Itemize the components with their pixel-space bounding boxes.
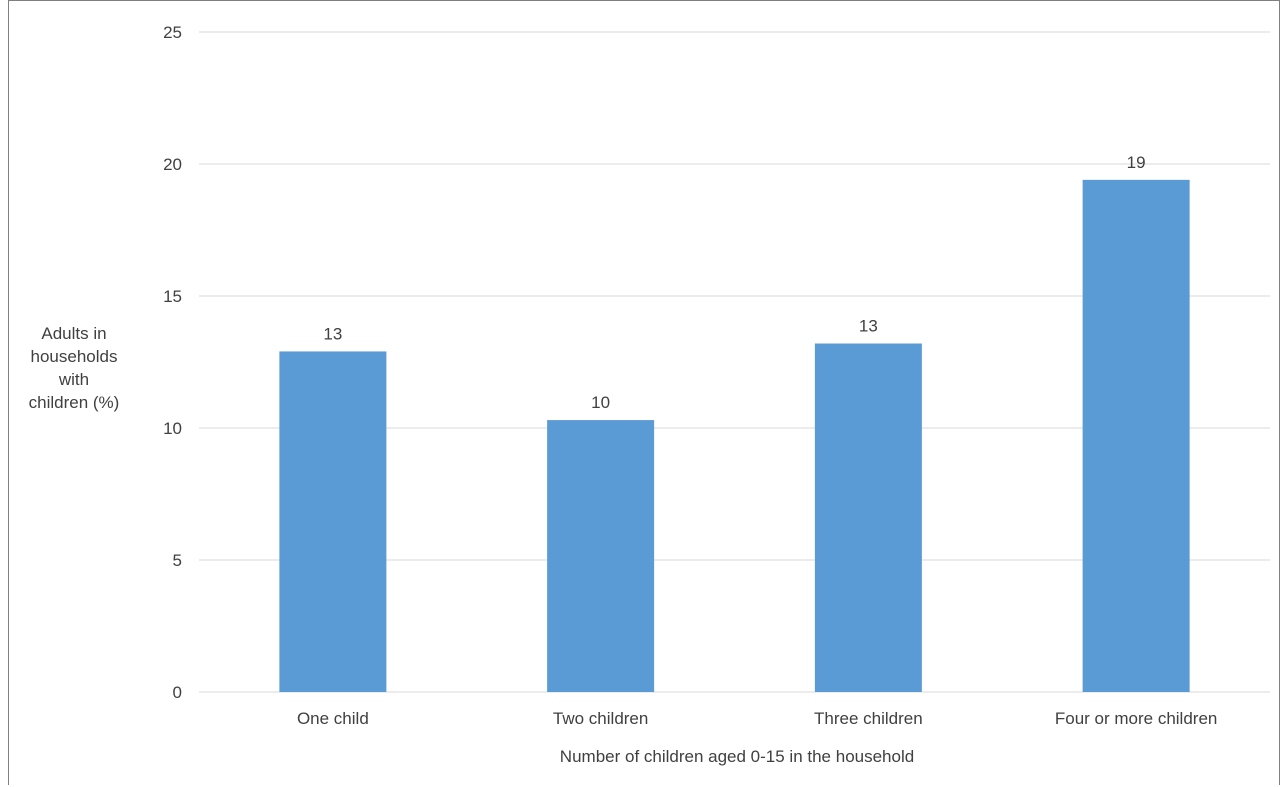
y-tick-label: 15 <box>163 287 182 306</box>
y-tick-label: 10 <box>163 419 182 438</box>
bar <box>547 420 655 692</box>
y-tick-label: 20 <box>163 155 182 174</box>
bars <box>279 179 1190 693</box>
bar <box>279 351 387 692</box>
x-axis-categories: One child Two children Three children Four … <box>297 709 1217 728</box>
data-label: 10 <box>591 393 610 412</box>
y-tick-label: 5 <box>173 551 182 570</box>
bar <box>1082 179 1190 693</box>
data-labels: 13 10 13 19 <box>323 153 1145 412</box>
y-axis-title-line: Adults in <box>41 324 106 343</box>
y-axis-ticks: 0 5 10 15 20 25 <box>163 23 182 702</box>
y-tick-label: 0 <box>173 683 182 702</box>
x-category-label: Three children <box>814 709 923 728</box>
x-axis-title: Number of children aged 0-15 in the hous… <box>560 747 914 766</box>
x-category-label: Four or more children <box>1055 709 1218 728</box>
y-axis-title-line: with <box>58 370 89 389</box>
data-label: 13 <box>859 317 878 336</box>
x-category-label: Two children <box>553 709 648 728</box>
y-axis-title-text: Adults in households with children (%) <box>29 324 120 412</box>
x-category-label: One child <box>297 709 369 728</box>
data-label: 19 <box>1127 153 1146 172</box>
y-axis-title: Adults in households with children (%) <box>29 324 120 412</box>
data-label: 13 <box>323 324 342 343</box>
bar <box>814 343 922 692</box>
chart-frame <box>8 0 1280 785</box>
y-axis-title-line: households <box>31 347 118 366</box>
y-axis-title-line: children (%) <box>29 393 120 412</box>
y-tick-label: 25 <box>163 23 182 42</box>
